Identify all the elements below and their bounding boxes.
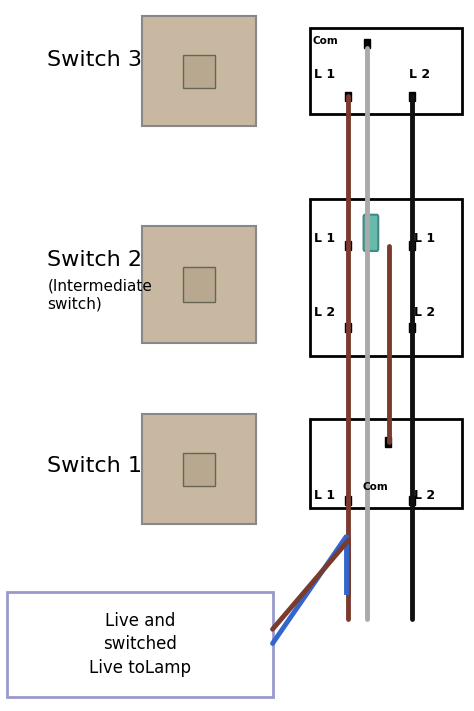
Text: Com: Com (363, 482, 388, 492)
Text: Live and
switched
Live toLamp: Live and switched Live toLamp (89, 611, 191, 677)
Bar (345, 241, 351, 250)
Bar (364, 39, 370, 48)
Bar (142, 16, 256, 127)
Bar (409, 92, 415, 101)
Text: L 1: L 1 (314, 232, 335, 245)
Text: L 2: L 2 (409, 68, 430, 81)
Bar (345, 496, 351, 505)
Bar (7, 592, 273, 697)
Bar (310, 419, 462, 508)
Bar (409, 496, 415, 505)
Bar (345, 323, 351, 332)
Text: Switch 1: Switch 1 (47, 456, 142, 476)
Bar (183, 55, 215, 87)
Text: L 1: L 1 (314, 489, 335, 502)
Text: L 2: L 2 (414, 489, 435, 502)
Text: L 1: L 1 (314, 68, 335, 81)
Bar (183, 267, 215, 302)
Bar (142, 414, 256, 525)
Text: L 1: L 1 (414, 232, 435, 245)
Text: Switch 3: Switch 3 (47, 50, 142, 70)
Bar (345, 92, 351, 101)
Text: Com: Com (313, 36, 338, 46)
Bar (142, 225, 256, 343)
Text: L 2: L 2 (414, 306, 435, 319)
Text: (Intermediate
switch): (Intermediate switch) (47, 278, 152, 312)
Text: Switch 2: Switch 2 (47, 250, 142, 269)
Bar (310, 28, 462, 114)
Bar (183, 453, 215, 486)
Bar (385, 437, 391, 447)
FancyBboxPatch shape (364, 215, 378, 251)
Bar (409, 241, 415, 250)
Text: L 2: L 2 (314, 306, 335, 319)
Bar (310, 199, 462, 356)
Bar (409, 323, 415, 332)
